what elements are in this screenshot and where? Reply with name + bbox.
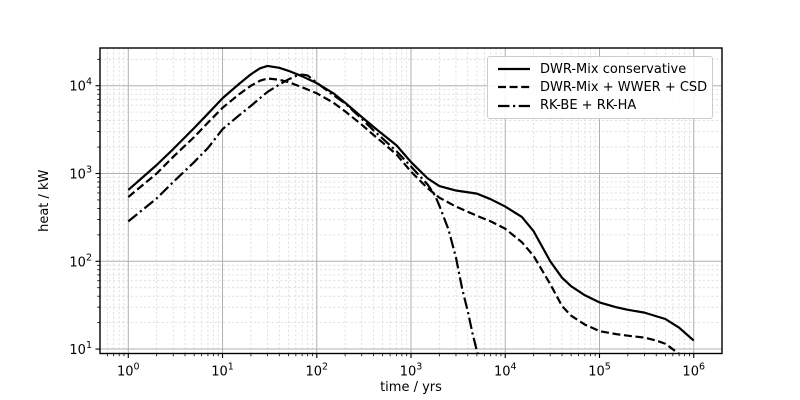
- legend-label: DWR-Mix + WWER + CSD: [540, 79, 708, 95]
- legend-label: RK-BE + RK-HA: [540, 98, 637, 114]
- legend: DWR-Mix conservative DWR-Mix + WWER + CS…: [487, 56, 713, 119]
- tick-label: 104: [494, 362, 517, 380]
- y-axis-label: heat / kW: [37, 169, 52, 231]
- data-series: [127, 64, 695, 354]
- tick-label: 101: [69, 340, 92, 358]
- legend-item-dwr-mix-conservative: DWR-Mix conservative: [497, 60, 703, 78]
- tick-label: 101: [211, 362, 234, 380]
- dashdot-line-sample-icon: [498, 104, 530, 107]
- tick-label: 103: [400, 362, 423, 380]
- solid-line-sample-icon: [498, 68, 530, 71]
- series-line-solid: [127, 64, 695, 342]
- series-line-dashed: [127, 77, 681, 354]
- tick-label: 102: [305, 362, 328, 380]
- axes: 100 101 102 103 104 105 106 101 102 103 104 time / …: [37, 47, 723, 395]
- tick-label: 106: [682, 362, 705, 380]
- legend-item-dwr-mix-wwer-csd: DWR-Mix + WWER + CSD: [497, 78, 707, 96]
- tick-label: 104: [69, 77, 92, 95]
- x-axis-label: time / yrs: [380, 380, 442, 395]
- series-line-dashdot: [127, 73, 479, 354]
- tick-label: 102: [69, 252, 92, 270]
- dashed-line-sample-icon: [498, 86, 530, 89]
- tick-label: 105: [588, 362, 611, 380]
- legend-item-rkbe-rkha: RK-BE + RK-HA: [497, 97, 703, 115]
- tick-label: 103: [69, 165, 92, 183]
- axes-frame: [99, 47, 723, 355]
- tick-label: 100: [117, 362, 140, 380]
- legend-label: DWR-Mix conservative: [540, 61, 687, 77]
